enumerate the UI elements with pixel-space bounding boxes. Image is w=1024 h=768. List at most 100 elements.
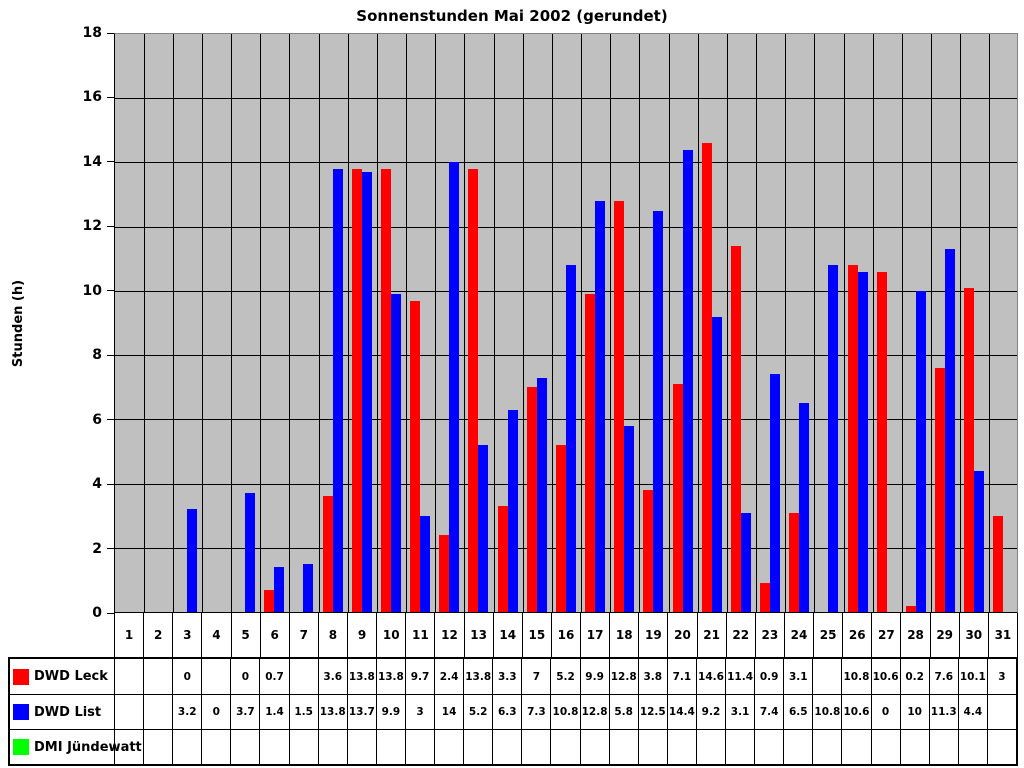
gridline-v-day-22 [756, 34, 758, 612]
bar-dwd-leck-day-27 [876, 271, 887, 612]
plot-area [114, 33, 1018, 613]
day-label-30: 30 [960, 613, 989, 657]
y-tick-label-8: 8 [92, 347, 102, 364]
value-dwd-leck-day-16: 5.2 [550, 659, 579, 694]
value-dwd-leck-day-2 [143, 659, 172, 694]
bar-dwd-leck-day-9 [351, 168, 362, 612]
value-dwd-leck-day-12: 2.4 [434, 659, 463, 694]
day-label-15: 15 [523, 613, 552, 657]
x-axis-day-row: 1 2 3 4 5 6 7 8 9 10 11 12 13 14 15 16 17 18 19 20 21 22 23 24 2… [114, 613, 1018, 657]
bar-dwd-list-day-12 [449, 162, 460, 612]
y-tick-label-14: 14 [82, 153, 102, 170]
gridline-v-day-14 [522, 34, 524, 612]
value-dmi-j-ndewatt-day-6 [259, 729, 289, 764]
bar-dwd-list-day-17 [595, 201, 606, 612]
value-dwd-list-day-3: 3.2 [172, 694, 202, 729]
value-dmi-j-ndewatt-day-16 [550, 729, 580, 764]
day-label-28: 28 [901, 613, 931, 657]
bar-dwd-leck-day-14 [497, 506, 508, 612]
bar-dwd-list-day-5 [245, 493, 256, 612]
y-tick-16 [107, 96, 114, 98]
day-label-7: 7 [290, 613, 319, 657]
value-dmi-j-ndewatt-day-14 [492, 729, 522, 764]
value-dwd-leck-day-9: 13.8 [346, 659, 376, 694]
bar-dwd-leck-day-11 [410, 300, 421, 612]
value-dwd-leck-day-27: 10.6 [870, 659, 900, 694]
value-dwd-leck-day-15: 7 [521, 659, 550, 694]
bar-dwd-list-day-25 [828, 265, 839, 612]
day-label-24: 24 [785, 613, 815, 657]
value-dmi-j-ndewatt-day-24 [783, 729, 813, 764]
gridline-v-day-28 [931, 34, 933, 612]
value-dwd-leck-day-25 [812, 659, 841, 694]
day-label-22: 22 [727, 613, 756, 657]
legend-label-dwd-list: DWD List [34, 704, 102, 720]
value-dwd-leck-day-8: 3.6 [317, 659, 347, 694]
bar-dwd-list-day-23 [770, 374, 781, 612]
value-dwd-list-day-5: 3.7 [230, 694, 260, 729]
day-label-21: 21 [698, 613, 727, 657]
bar-dwd-list-day-3 [186, 509, 197, 612]
gridline-v-day-23 [785, 34, 787, 612]
value-dwd-list-day-6: 1.4 [259, 694, 289, 729]
day-label-26: 26 [843, 613, 873, 657]
day-label-23: 23 [756, 613, 785, 657]
value-dwd-leck-day-30: 10.1 [957, 659, 987, 694]
value-dwd-list-day-11: 3 [404, 694, 435, 729]
y-tick-label-12: 12 [82, 218, 102, 235]
bar-dwd-list-day-18 [624, 425, 635, 612]
gridline-h-14 [115, 162, 1017, 164]
day-label-13: 13 [465, 613, 494, 657]
value-dwd-list-day-18: 5.8 [608, 694, 638, 729]
gridline-v-day-20 [697, 34, 699, 612]
bar-dwd-list-day-10 [390, 294, 401, 612]
value-dwd-leck-day-10: 13.8 [375, 659, 405, 694]
gridline-v-day-7 [318, 34, 320, 612]
bar-dwd-leck-day-17 [585, 294, 596, 612]
value-dmi-j-ndewatt-day-5 [230, 729, 260, 764]
value-dwd-leck-day-14: 3.3 [492, 659, 521, 694]
legend-dmi-j-ndewatt: DMI Jündewatt [10, 729, 142, 764]
legend-swatch-dwd-leck [13, 668, 29, 685]
value-dmi-j-ndewatt-day-10 [375, 729, 405, 764]
value-dmi-j-ndewatt-day-26 [841, 729, 871, 764]
value-dwd-leck-day-3: 0 [172, 659, 201, 694]
value-dmi-j-ndewatt-day-18 [608, 729, 638, 764]
gridline-v-day-18 [639, 34, 641, 612]
y-tick-14 [107, 161, 114, 163]
value-dwd-leck-day-1 [114, 659, 143, 694]
day-label-9: 9 [348, 613, 378, 657]
y-tick-18 [107, 32, 114, 34]
gridline-h-16 [115, 98, 1017, 100]
value-dwd-leck-day-7 [288, 659, 318, 694]
bar-dwd-list-day-19 [653, 210, 664, 612]
bar-dwd-leck-day-22 [730, 245, 741, 612]
bar-dwd-leck-day-21 [701, 143, 712, 612]
y-tick-10 [107, 290, 114, 292]
bar-dwd-leck-day-15 [526, 387, 537, 612]
bar-dwd-leck-day-12 [439, 534, 450, 612]
day-label-31: 31 [989, 613, 1018, 657]
value-dwd-list-day-12: 14 [434, 694, 464, 729]
bar-dwd-leck-day-16 [555, 445, 566, 612]
day-label-8: 8 [319, 613, 349, 657]
y-axis-label-box: Stunden (h) [4, 33, 34, 613]
day-label-25: 25 [814, 613, 844, 657]
bar-dwd-leck-day-28 [905, 605, 916, 612]
value-dwd-list-day-30: 4.4 [957, 694, 987, 729]
gridline-v-day-5 [260, 34, 262, 612]
value-dwd-list-day-19: 12.5 [637, 694, 667, 729]
value-dmi-j-ndewatt-day-17 [579, 729, 609, 764]
value-dwd-leck-day-26: 10.8 [841, 659, 870, 694]
bar-dwd-list-day-28 [915, 290, 926, 612]
legend-swatch-dmi-j-ndewatt [13, 739, 29, 755]
bar-dwd-list-day-26 [857, 271, 868, 612]
gridline-v-day-8 [347, 34, 349, 612]
y-tick-8 [107, 354, 114, 356]
value-dwd-list-day-13: 5.2 [463, 694, 493, 729]
value-dmi-j-ndewatt-day-3 [172, 729, 202, 764]
y-tick-label-16: 16 [82, 89, 102, 106]
bar-dwd-list-day-15 [536, 377, 547, 612]
bar-dwd-leck-day-18 [614, 201, 625, 612]
